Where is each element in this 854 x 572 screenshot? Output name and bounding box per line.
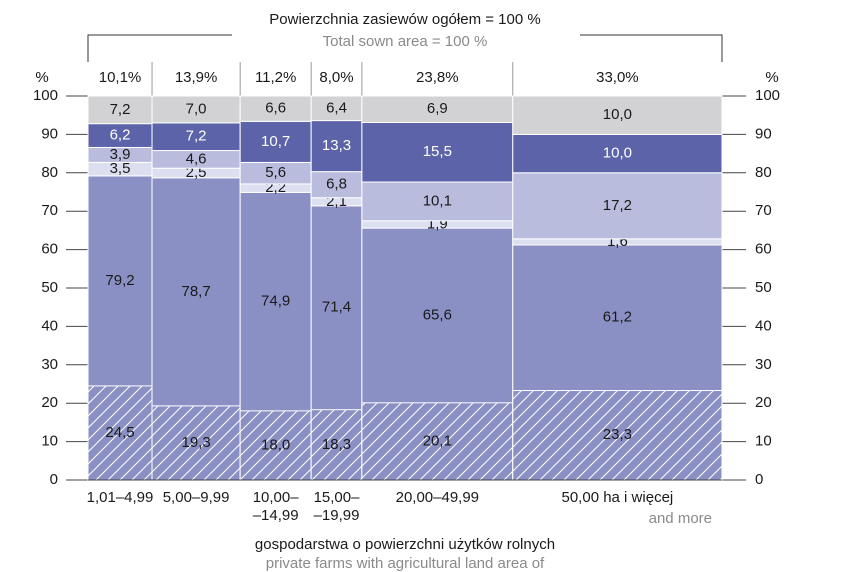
y-tick-label-right: 90 [755, 125, 772, 142]
hatched-segment [151, 405, 241, 481]
segment [361, 181, 514, 222]
hatched-segment [361, 402, 514, 481]
width-label: 10,1% [99, 69, 142, 86]
x-tick-label: 10,00– [253, 489, 300, 506]
hatched-label: 18,0 [261, 436, 290, 453]
segment [310, 95, 363, 122]
value-label: 7,2 [110, 101, 131, 118]
y-tick-label: 100 [33, 87, 58, 104]
y-tick-label: 0 [50, 471, 58, 488]
hatched-label: 20,1 [423, 432, 452, 449]
value-label: 10,0 [603, 106, 632, 123]
value-label: 15,5 [423, 143, 452, 160]
value-label: 6,4 [326, 99, 347, 116]
segment [151, 95, 241, 124]
y-tick-label-right: 50 [755, 279, 772, 296]
segment [512, 133, 723, 174]
y-tick-label-right: 20 [755, 394, 772, 411]
bracket [87, 34, 723, 62]
y-tick-label-right: 40 [755, 317, 772, 334]
y-tick-label: 60 [41, 241, 58, 258]
x-tick-label: 15,00– [314, 489, 361, 506]
y-tick-label-right: 0 [755, 471, 763, 488]
y-unit: % [35, 69, 48, 86]
x-tick-label: 1,01–4,99 [87, 489, 154, 506]
hatched-segment [512, 390, 723, 481]
value-label: 3,5 [110, 160, 131, 177]
y-tick-label: 70 [41, 202, 58, 219]
hatched-label: 19,3 [181, 434, 210, 451]
y-tick-label: 90 [41, 125, 58, 142]
value-label: 3,9 [110, 146, 131, 163]
y-tick-label: 50 [41, 279, 58, 296]
width-label: 13,9% [175, 69, 218, 86]
value-label: 61,2 [603, 309, 632, 326]
y-tick-label-right: 60 [755, 241, 772, 258]
chart-title: Powierzchnia zasiewów ogółem = 100 % [269, 11, 540, 28]
y-tick-label: 40 [41, 317, 58, 334]
value-label: 10,0 [603, 145, 632, 162]
value-label: 7,2 [186, 128, 207, 145]
y-tick-label-right: 70 [755, 202, 772, 219]
x-tick-label: 5,00–9,99 [163, 489, 230, 506]
hatched-label: 18,3 [322, 436, 351, 453]
value-label: 7,0 [186, 100, 207, 117]
y-tick-label-right: 10 [755, 433, 772, 450]
y-tick-label: 30 [41, 356, 58, 373]
y-unit-right: % [765, 69, 778, 86]
category-note: and more [649, 510, 712, 527]
value-label: 4,6 [186, 150, 207, 167]
segment [361, 95, 514, 123]
y-tick-label: 10 [41, 433, 58, 450]
value-label: 6,6 [265, 100, 286, 117]
value-label: 71,4 [322, 299, 351, 316]
width-label: 33,0% [596, 69, 639, 86]
x-tick-label: –14,99 [253, 507, 299, 524]
hatched-segment [239, 410, 312, 481]
value-label: 6,8 [326, 176, 347, 193]
value-label: 6,9 [427, 100, 448, 117]
value-label: 78,7 [181, 283, 210, 300]
value-label: 17,2 [603, 197, 632, 214]
value-label: 10,7 [261, 133, 290, 150]
hatched-segment [310, 409, 363, 481]
x-tick-label: 50,00 ha i więcej [562, 489, 674, 506]
segment [512, 95, 723, 135]
width-label: 8,0% [319, 69, 353, 86]
segment [361, 121, 514, 183]
value-label: 6,2 [110, 127, 131, 144]
x-label: gospodarstwa o powierzchni użytków rolny… [255, 536, 555, 553]
width-label: 23,8% [416, 69, 459, 86]
value-label: 74,9 [261, 293, 290, 310]
x-tick-label: 20,00–49,99 [396, 489, 479, 506]
y-tick-label-right: 100 [755, 87, 780, 104]
hatched-label: 23,3 [603, 426, 632, 443]
y-tick-label-right: 30 [755, 356, 772, 373]
y-tick-label: 80 [41, 164, 58, 181]
chart-subtitle: Total sown area = 100 % [323, 33, 488, 50]
y-tick-label: 20 [41, 394, 58, 411]
y-tick-label-right: 80 [755, 164, 772, 181]
width-label: 11,2% [255, 69, 296, 86]
x-label-sub: private farms with agricultural land are… [266, 555, 545, 572]
segment [87, 95, 153, 125]
x-tick-label: –19,99 [314, 507, 360, 524]
value-label: 13,3 [322, 137, 351, 154]
value-label: 5,6 [265, 164, 286, 181]
value-label: 79,2 [105, 272, 134, 289]
hatched-label: 24,5 [105, 424, 134, 441]
value-label: 65,6 [423, 306, 452, 323]
value-label: 10,1 [423, 192, 452, 209]
